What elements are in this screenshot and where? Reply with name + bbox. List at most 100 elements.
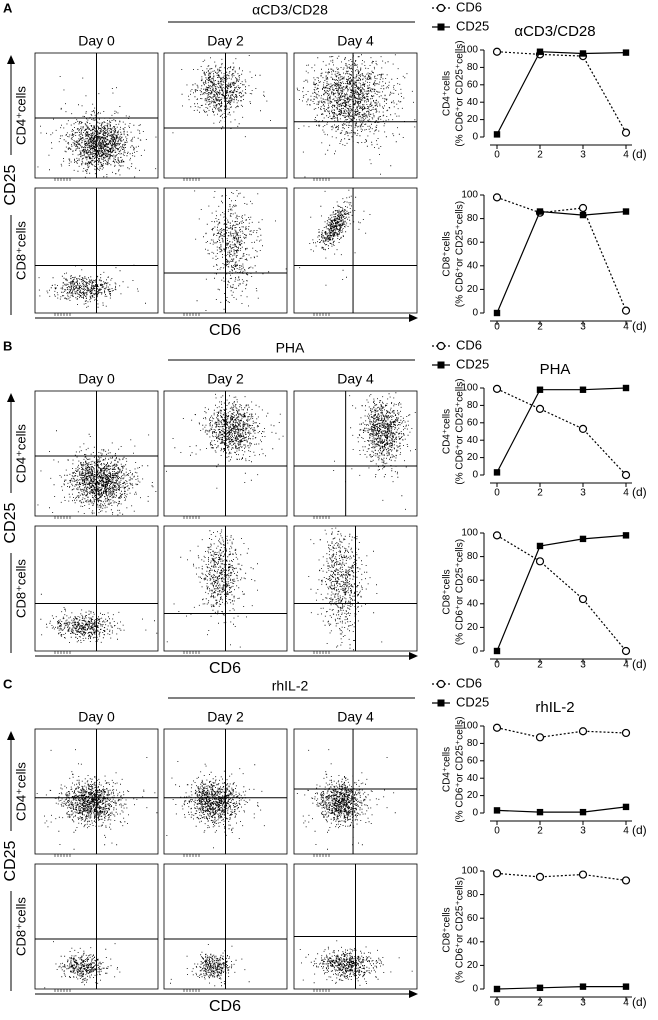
y-tick-label: 0: [472, 646, 478, 657]
y-tick-label: 80: [467, 62, 479, 73]
arrow-head: [7, 393, 15, 402]
y-label: (% CD6⁺or CD25⁺cells): [455, 539, 466, 645]
y-label: CD8⁺cells: [442, 907, 453, 952]
flow-plot-frame: [293, 187, 418, 314]
point: [535, 404, 545, 413]
point: [621, 306, 631, 315]
y-tick-label: 20: [467, 622, 479, 633]
x-tick-label: 4: [623, 322, 629, 333]
y-label: (% CD6⁺or CD25⁺cells): [455, 378, 466, 484]
y-tick-label: 0: [472, 984, 478, 995]
arrow-head: [409, 652, 418, 660]
legend-marker: [436, 3, 446, 13]
x-tick-label: 3: [580, 322, 586, 333]
y-tick-label: 80: [467, 551, 479, 562]
day-label: Day 4: [337, 371, 374, 387]
x-tick-label: 2: [537, 826, 543, 837]
x-tick-label: 2: [537, 150, 543, 161]
x-tick-label: 0: [494, 660, 500, 671]
flow-dots: [38, 264, 146, 308]
panel-label: C: [3, 676, 13, 691]
flow-dots: [166, 761, 265, 849]
y-label: (% CD6⁺or CD25⁺cells): [455, 716, 466, 822]
x-unit: (d): [632, 147, 647, 161]
row-label: CD4⁺cells: [13, 762, 28, 821]
y-tick-label: 100: [461, 190, 478, 201]
point: [492, 47, 502, 56]
series-line: [496, 806, 627, 813]
row-label: CD4⁺cells: [13, 424, 28, 483]
legend-marker: [436, 679, 446, 689]
arrow-head: [409, 314, 418, 322]
legend-marker: [436, 341, 446, 351]
point: [493, 647, 501, 655]
y-tick-label: 80: [467, 400, 479, 411]
x-tick-label: 4: [623, 488, 629, 499]
day-label: Day 2: [207, 33, 244, 49]
flow-dots: [308, 527, 383, 651]
y-tick-label: 0: [472, 808, 478, 819]
y-tick-label: 80: [467, 213, 479, 224]
y-tick-label: 60: [467, 913, 479, 924]
point: [492, 869, 502, 878]
flow-dots: [299, 940, 413, 986]
x-tick-label: 2: [537, 998, 543, 1009]
x-unit: (d): [632, 657, 647, 671]
y-tick-label: 40: [467, 97, 479, 108]
legend-label: CD25: [456, 356, 489, 371]
y-axis-label: CD25: [2, 502, 19, 543]
y-label: (% CD6⁺or CD25⁺cells): [455, 40, 466, 146]
treatment-label: αCD3/CD28: [252, 2, 328, 18]
series-line: [496, 727, 627, 738]
flow-dots: [194, 190, 287, 311]
panel-label: B: [3, 338, 12, 353]
point: [493, 131, 501, 138]
day-label: Day 4: [337, 709, 374, 725]
point: [578, 727, 588, 736]
point: [622, 208, 630, 215]
point: [536, 386, 544, 393]
y-tick-label: 60: [467, 575, 479, 586]
series-line: [496, 534, 627, 652]
y-tick-label: 40: [467, 435, 479, 446]
point: [493, 985, 501, 993]
point: [579, 535, 587, 543]
legend-label: CD6: [456, 337, 482, 352]
x-tick-label: 3: [580, 998, 586, 1009]
point: [622, 803, 630, 811]
point: [536, 542, 544, 550]
x-tick-label: 0: [494, 998, 500, 1009]
y-label: CD4⁺cells: [442, 71, 453, 116]
point: [578, 594, 588, 604]
x-tick-label: 2: [537, 488, 543, 499]
point: [493, 469, 501, 476]
legend-marker: [437, 361, 445, 369]
x-axis-label: CD6: [209, 322, 241, 339]
x-unit: (d): [632, 995, 647, 1009]
y-tick-label: 100: [461, 721, 478, 732]
point: [578, 870, 588, 879]
flow-plot-frame: [293, 728, 418, 855]
flow-plot-frame: [293, 390, 418, 517]
y-tick-label: 100: [461, 45, 478, 56]
y-tick-label: 60: [467, 417, 479, 428]
x-unit: (d): [632, 485, 647, 499]
y-tick-label: 0: [472, 470, 478, 481]
x-tick-label: 3: [580, 660, 586, 671]
day-label: Day 2: [207, 371, 244, 387]
y-label: CD4⁺cells: [442, 409, 453, 454]
legend-label: CD6: [456, 0, 482, 14]
point: [535, 733, 545, 742]
point: [492, 193, 502, 202]
point: [492, 723, 502, 732]
y-label: CD8⁺cells: [442, 569, 453, 614]
legend-label: CD25: [456, 694, 489, 709]
flow-dots: [333, 392, 416, 510]
series-line: [496, 51, 627, 133]
row-label: CD8⁺cells: [13, 559, 28, 618]
y-tick-label: 20: [467, 790, 479, 801]
series-line: [496, 388, 627, 476]
chart-title: αCD3/CD28: [514, 23, 595, 40]
series-line: [496, 387, 627, 473]
x-tick-label: 2: [537, 660, 543, 671]
